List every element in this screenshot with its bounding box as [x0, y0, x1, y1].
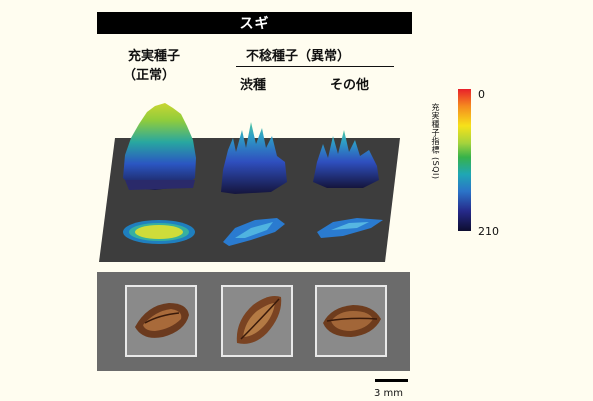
figure-title: スギ [97, 12, 412, 34]
filled-seed-peak [123, 103, 196, 190]
label-tannin-seed: 渋種 [240, 78, 267, 93]
label-filled-seed-normal: （正常） [123, 68, 176, 83]
filled-seed-projection [123, 220, 195, 244]
filled-seed-photo [125, 285, 197, 357]
colorbar-bottom-value: 210 [478, 225, 499, 238]
scale-bar [375, 379, 408, 382]
other-seed-peak [313, 130, 379, 188]
label-filled-seed: 充実種子 [128, 49, 181, 64]
tannin-seed-peak [221, 122, 287, 194]
tannin-seed-projection [223, 218, 285, 246]
label-empty-seed-group: 不稔種子（異常） [246, 49, 351, 64]
title-text: スギ [239, 16, 270, 32]
other-seed-photo [315, 285, 387, 357]
tannin-seed-photo [221, 285, 293, 357]
other-seed-projection [317, 218, 383, 238]
label-other: その他 [330, 78, 370, 93]
scale-label: 3 mm [374, 388, 404, 399]
hyperspectral-3d-map [99, 103, 400, 262]
sqi-colorbar [458, 89, 471, 231]
colorbar-title: 充実種子指標 (SQI) [431, 103, 440, 180]
colorbar-top-value: 0 [478, 88, 485, 101]
group-underline [236, 66, 394, 67]
seed-photo-panel [97, 272, 410, 371]
